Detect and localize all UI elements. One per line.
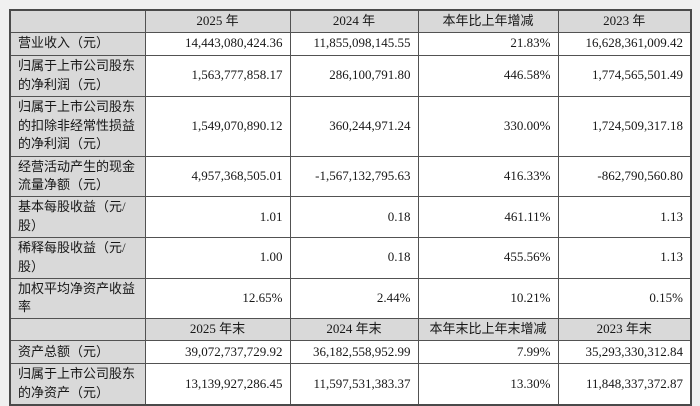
table-row-diluted-eps: 稀释每股收益（元/股） 1.00 0.18 455.56% 1.13 — [9, 236, 692, 279]
row-label: 归属于上市公司股东的净利润（元） — [9, 54, 146, 97]
row-label: 营业收入（元） — [9, 31, 146, 56]
value-cell: 360,244,971.24 — [289, 95, 419, 157]
value-cell: 416.33% — [417, 155, 559, 198]
value-cell: 446.58% — [417, 54, 559, 97]
financial-summary-table: 2025 年 2024 年 本年比上年增减 2023 年 营业收入（元） 14,… — [9, 9, 692, 406]
value-cell: 11,597,531,383.37 — [289, 363, 419, 406]
value-cell: 461.11% — [417, 196, 559, 238]
table-row-net-profit-excl-nonrecurring: 归属于上市公司股东的扣除非经常性损益的净利润（元） 1,549,070,890.… — [9, 95, 692, 157]
row-label: 经营活动产生的现金流量净额（元） — [9, 155, 146, 198]
row-label: 基本每股收益（元/股） — [9, 196, 146, 238]
value-cell: 1,563,777,858.17 — [144, 54, 291, 97]
column-header-yoy-change: 本年比上年增减 — [417, 9, 559, 33]
table-row-operating-cash-flow: 经营活动产生的现金流量净额（元） 4,957,368,505.01 -1,567… — [9, 155, 692, 198]
table-row-net-assets: 归属于上市公司股东的净资产（元） 13,139,927,286.45 11,59… — [9, 363, 692, 406]
value-cell: 11,848,337,372.87 — [557, 363, 692, 406]
value-cell: 13,139,927,286.45 — [144, 363, 291, 406]
value-cell: 1,774,565,501.49 — [557, 54, 692, 97]
value-cell: 1.13 — [557, 236, 692, 279]
value-cell: 1.13 — [557, 196, 692, 238]
value-cell: 286,100,791.80 — [289, 54, 419, 97]
value-cell: 13.30% — [417, 363, 559, 406]
column-header-2025-end: 2025 年末 — [144, 318, 291, 342]
table-header-row: 2025 年 2024 年 本年比上年增减 2023 年 — [9, 9, 692, 33]
column-header-empty — [9, 9, 146, 33]
value-cell: 4,957,368,505.01 — [144, 155, 291, 198]
value-cell: 16,628,361,009.42 — [557, 31, 692, 56]
value-cell: 330.00% — [417, 95, 559, 157]
row-label: 加权平均净资产收益率 — [9, 277, 146, 320]
table-row-net-profit: 归属于上市公司股东的净利润（元） 1,563,777,858.17 286,10… — [9, 54, 692, 97]
value-cell: 1.00 — [144, 236, 291, 279]
financial-summary: 2025 年 2024 年 本年比上年增减 2023 年 营业收入（元） 14,… — [9, 9, 692, 406]
value-cell: 21.83% — [417, 31, 559, 56]
value-cell: 0.15% — [557, 277, 692, 320]
table-header-row-year-end: 2025 年末 2024 年末 本年末比上年末增减 2023 年末 — [9, 318, 692, 342]
table-row-weighted-avg-roe: 加权平均净资产收益率 12.65% 2.44% 10.21% 0.15% — [9, 277, 692, 320]
value-cell: 10.21% — [417, 277, 559, 320]
value-cell: 36,182,558,952.99 — [289, 340, 419, 365]
value-cell: 455.56% — [417, 236, 559, 279]
row-label: 归属于上市公司股东的扣除非经常性损益的净利润（元） — [9, 95, 146, 157]
value-cell: 39,072,737,729.92 — [144, 340, 291, 365]
column-header-yoy-end-change: 本年末比上年末增减 — [417, 318, 559, 342]
table-row-revenue: 营业收入（元） 14,443,080,424.36 11,855,098,145… — [9, 31, 692, 56]
value-cell: 0.18 — [289, 236, 419, 279]
value-cell: 35,293,330,312.84 — [557, 340, 692, 365]
value-cell: 1.01 — [144, 196, 291, 238]
value-cell: 14,443,080,424.36 — [144, 31, 291, 56]
value-cell: -862,790,560.80 — [557, 155, 692, 198]
column-header-2023: 2023 年 — [557, 9, 692, 33]
column-header-2024-end: 2024 年末 — [289, 318, 419, 342]
value-cell: 2.44% — [289, 277, 419, 320]
value-cell: 1,549,070,890.12 — [144, 95, 291, 157]
row-label: 稀释每股收益（元/股） — [9, 236, 146, 279]
value-cell: 0.18 — [289, 196, 419, 238]
table-row-total-assets: 资产总额（元） 39,072,737,729.92 36,182,558,952… — [9, 340, 692, 365]
column-header-2024: 2024 年 — [289, 9, 419, 33]
column-header-2025: 2025 年 — [144, 9, 291, 33]
row-label: 资产总额（元） — [9, 340, 146, 365]
value-cell: -1,567,132,795.63 — [289, 155, 419, 198]
value-cell: 7.99% — [417, 340, 559, 365]
value-cell: 11,855,098,145.55 — [289, 31, 419, 56]
value-cell: 1,724,509,317.18 — [557, 95, 692, 157]
value-cell: 12.65% — [144, 277, 291, 320]
table-row-basic-eps: 基本每股收益（元/股） 1.01 0.18 461.11% 1.13 — [9, 196, 692, 238]
column-header-empty — [9, 318, 146, 342]
column-header-2023-end: 2023 年末 — [557, 318, 692, 342]
row-label: 归属于上市公司股东的净资产（元） — [9, 363, 146, 406]
